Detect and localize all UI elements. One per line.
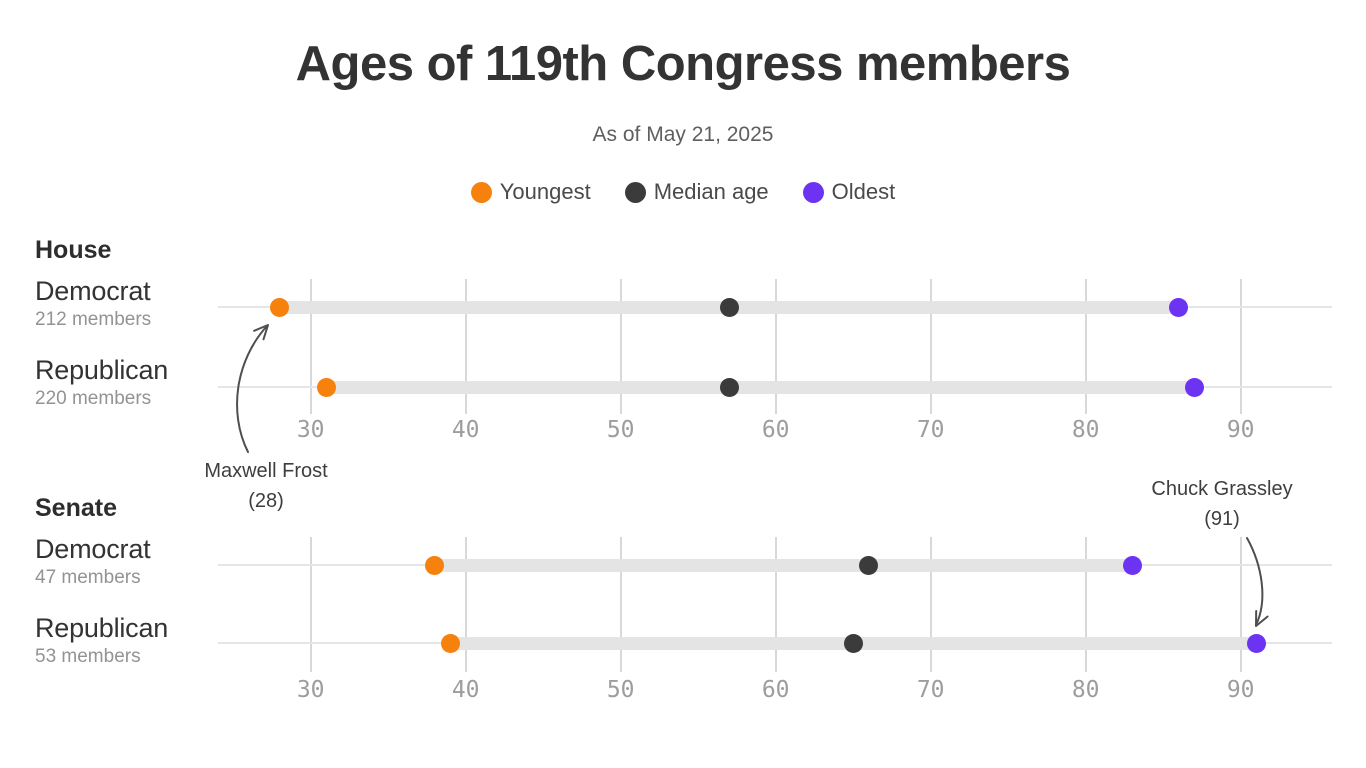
annotation-maxwell-frost-age: (28) — [248, 490, 284, 512]
gridline-senate-90 — [1239, 537, 1242, 672]
tick-label-senate-30: 30 — [296, 677, 325, 703]
legend-item-oldest: Oldest — [802, 179, 896, 205]
dot-oldest-senate-republican — [1246, 633, 1266, 653]
gridline-house-50 — [619, 279, 622, 414]
tick-label-house-50: 50 — [606, 417, 635, 443]
dot-median-senate-democrat — [859, 555, 879, 575]
dot-median-house-democrat — [719, 297, 739, 317]
gridline-house-90 — [1239, 279, 1242, 414]
annotation-arrow-maxwell-frost — [236, 324, 269, 453]
legend-dot-icon — [624, 181, 646, 203]
dot-youngest-senate-republican — [440, 633, 460, 653]
chart-title: Ages of 119th Congress members — [295, 37, 1071, 91]
row-label-senate-republican: Republican — [35, 613, 169, 643]
section-header-house: House — [35, 236, 112, 264]
dot-youngest-house-republican — [316, 377, 336, 397]
tick-label-senate-40: 40 — [451, 677, 480, 703]
gridline-house-60 — [774, 279, 777, 414]
annotation-chuck-grassley-age: (91) — [1204, 508, 1240, 530]
tick-label-house-80: 80 — [1071, 417, 1100, 443]
range-band-senate-democrat — [434, 558, 1133, 572]
legend-label: Youngest — [499, 179, 591, 204]
gridline-house-40 — [464, 279, 467, 414]
dot-youngest-house-democrat — [270, 297, 290, 317]
chart-subtitle: As of May 21, 2025 — [592, 123, 774, 146]
tick-label-house-90: 90 — [1226, 417, 1255, 443]
annotation-chuck-grassley: Chuck Grassley (91) — [1102, 474, 1342, 534]
annotation-arrow-chuck-grassley — [1246, 537, 1269, 627]
annotation-maxwell-frost-name: Maxwell Frost — [204, 460, 328, 482]
row-label-house-democrat: Democrat — [35, 276, 151, 306]
tick-label-house-40: 40 — [451, 417, 480, 443]
gridline-senate-60 — [774, 537, 777, 672]
range-band-house-republican — [326, 380, 1195, 394]
legend-dot-icon — [470, 181, 492, 203]
gridline-senate-80 — [1084, 537, 1087, 672]
legend-item-median-age: Median age — [624, 179, 769, 205]
row-label-senate-democrat: Democrat — [35, 534, 151, 564]
tick-label-senate-90: 90 — [1226, 677, 1255, 703]
annotation-maxwell-frost: Maxwell Frost (28) — [146, 456, 386, 516]
gridline-senate-70 — [929, 537, 932, 672]
gridline-house-80 — [1084, 279, 1087, 414]
legend-item-youngest: Youngest — [470, 179, 591, 205]
dot-oldest-house-democrat — [1169, 297, 1189, 317]
gridline-house-30 — [309, 279, 312, 414]
gridline-senate-30 — [309, 537, 312, 672]
row-label-house-republican: Republican — [35, 355, 169, 385]
row-members-house-republican: 220 members — [35, 388, 152, 409]
tick-label-senate-70: 70 — [916, 677, 945, 703]
dot-oldest-house-republican — [1184, 377, 1204, 397]
tick-label-house-30: 30 — [296, 417, 325, 443]
dot-oldest-senate-democrat — [1122, 555, 1142, 575]
legend-label: Median age — [653, 179, 769, 204]
row-members-senate-democrat: 47 members — [35, 567, 141, 588]
gridline-house-70 — [929, 279, 932, 414]
section-header-senate: Senate — [35, 494, 117, 522]
row-members-house-democrat: 212 members — [35, 309, 152, 330]
tick-label-senate-80: 80 — [1071, 677, 1100, 703]
gridline-senate-50 — [619, 537, 622, 672]
gridline-senate-40 — [464, 537, 467, 672]
dot-median-senate-republican — [843, 633, 863, 653]
row-members-senate-republican: 53 members — [35, 646, 141, 667]
tick-label-senate-60: 60 — [761, 677, 790, 703]
tick-label-house-70: 70 — [916, 417, 945, 443]
legend-dot-icon — [802, 181, 824, 203]
tick-label-senate-50: 50 — [606, 677, 635, 703]
legend-label: Oldest — [831, 179, 896, 204]
tick-label-house-60: 60 — [761, 417, 790, 443]
dot-youngest-senate-democrat — [425, 555, 445, 575]
annotation-chuck-grassley-name: Chuck Grassley — [1151, 478, 1293, 500]
legend: Youngest Median age Oldest — [0, 179, 1366, 205]
dot-median-house-republican — [719, 377, 739, 397]
